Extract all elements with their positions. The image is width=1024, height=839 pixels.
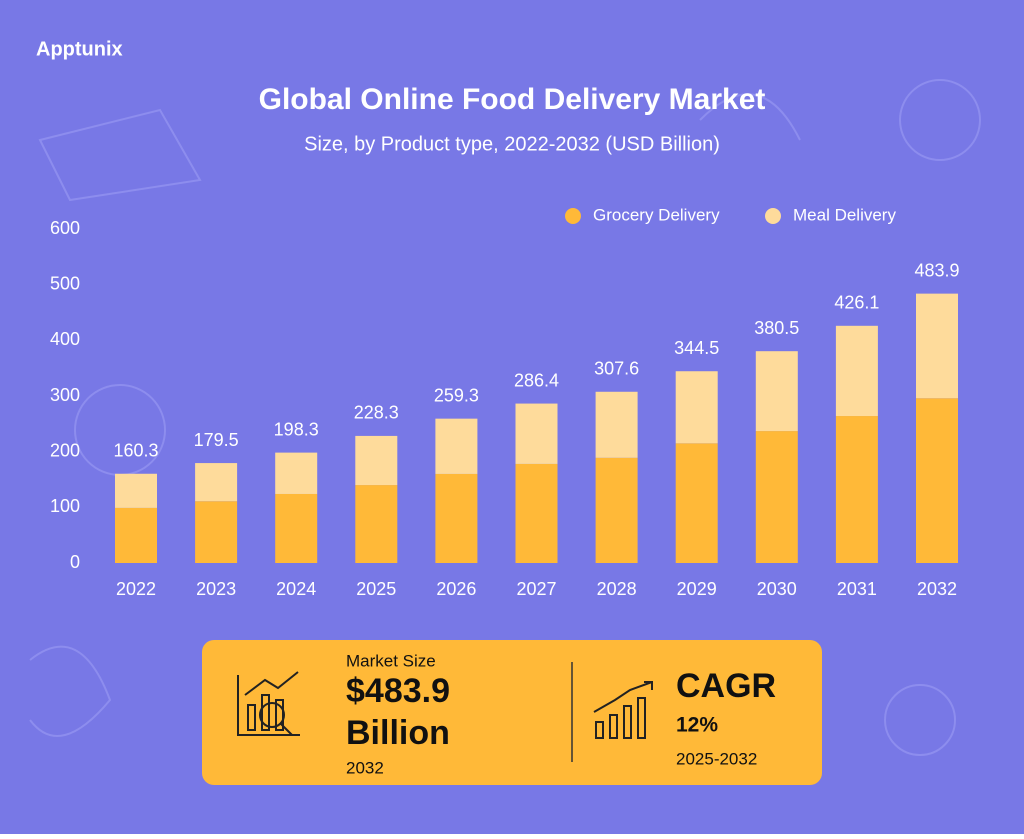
x-tick-label: 2031 xyxy=(837,579,877,599)
chart-subtitle: Size, by Product type, 2022-2032 (USD Bi… xyxy=(304,133,720,155)
x-tick-label: 2027 xyxy=(516,579,556,599)
x-tick-label: 2029 xyxy=(677,579,717,599)
bar xyxy=(275,452,318,494)
brand: Apptunix xyxy=(36,38,123,60)
cagr-icon xyxy=(593,681,653,739)
total-label: 259.3 xyxy=(434,385,479,405)
y-tick-label: 300 xyxy=(50,385,80,405)
bar xyxy=(595,457,638,563)
y-tick-label: 600 xyxy=(50,218,80,238)
total-label: 344.5 xyxy=(674,338,719,358)
x-tick-label: 2025 xyxy=(356,579,396,599)
total-label: 307.6 xyxy=(594,359,639,379)
total-label: 160.3 xyxy=(113,441,158,461)
total-label: 483.9 xyxy=(914,260,959,280)
bar xyxy=(355,435,398,486)
x-tick-label: 2032 xyxy=(917,579,957,599)
market-size-year: 2032 xyxy=(346,758,384,777)
legend-swatch xyxy=(765,208,781,224)
cagr-label: CAGR xyxy=(676,667,776,705)
total-label: 179.5 xyxy=(194,430,239,450)
market-size-unit: Billion xyxy=(346,714,450,752)
legend-label: Meal Delivery xyxy=(793,205,896,224)
cagr-value: 12% xyxy=(676,714,718,737)
bar xyxy=(515,403,558,464)
legend-swatch xyxy=(565,208,581,224)
cagr-period: 2025-2032 xyxy=(676,749,757,768)
summary-card xyxy=(202,640,822,785)
x-tick-label: 2026 xyxy=(436,579,476,599)
market-size-label: Market Size xyxy=(346,651,436,670)
total-label: 228.3 xyxy=(354,403,399,423)
total-label: 198.3 xyxy=(274,419,319,439)
x-tick-label: 2030 xyxy=(757,579,797,599)
bar xyxy=(675,371,718,444)
x-tick-label: 2024 xyxy=(276,579,316,599)
market-size-value: $483.9 xyxy=(346,672,450,710)
x-tick-label: 2028 xyxy=(597,579,637,599)
bar xyxy=(835,416,878,563)
bar xyxy=(355,485,398,563)
y-tick-label: 400 xyxy=(50,329,80,349)
bar xyxy=(835,325,878,417)
bar xyxy=(675,443,718,563)
bar xyxy=(115,507,157,563)
y-tick-label: 500 xyxy=(50,273,80,293)
chart-title: Global Online Food Delivery Market xyxy=(259,83,766,116)
bar xyxy=(515,463,558,563)
bar xyxy=(195,501,238,563)
legend-label: Grocery Delivery xyxy=(593,205,720,224)
bar xyxy=(755,351,798,432)
bar xyxy=(916,293,958,399)
y-tick-label: 0 xyxy=(70,552,80,572)
bar xyxy=(435,418,478,474)
total-label: 380.5 xyxy=(754,318,799,338)
y-tick-label: 100 xyxy=(50,496,80,516)
bar xyxy=(275,493,318,563)
bar xyxy=(755,431,798,563)
market-icon xyxy=(237,671,300,736)
y-tick-label: 200 xyxy=(50,440,80,460)
bar xyxy=(435,473,478,563)
bar xyxy=(195,463,238,502)
total-label: 286.4 xyxy=(514,370,559,390)
x-tick-label: 2022 xyxy=(116,579,156,599)
x-tick-label: 2023 xyxy=(196,579,236,599)
bar xyxy=(115,473,157,508)
bar xyxy=(916,398,958,563)
bar xyxy=(595,391,638,458)
total-label: 426.1 xyxy=(834,293,879,313)
